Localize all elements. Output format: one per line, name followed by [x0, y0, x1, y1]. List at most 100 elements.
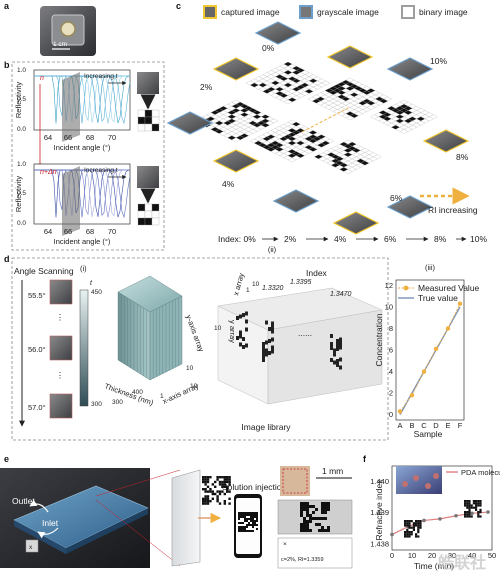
watermark: 皓联社: [438, 553, 486, 571]
qr-display-cell: [303, 520, 306, 523]
library-dots: ......: [298, 328, 312, 338]
qr-phone-cell: [238, 512, 240, 514]
ri-inset-cell: [475, 508, 478, 511]
ri-inset-cell: [479, 511, 482, 514]
ri-inset-cell: [410, 520, 413, 523]
injection-label: Solution injection: [222, 482, 287, 492]
qr-phone-cell: [252, 522, 254, 524]
readout-close[interactable]: ×: [283, 541, 287, 548]
ri-inset-cell: [408, 533, 411, 536]
mini-cell: [137, 217, 146, 226]
panel-e-right: 1 mm × c=2%, RI=1.3359: [277, 466, 353, 569]
angle-3: 57.0°: [28, 403, 46, 412]
conc-ytick: 4: [389, 367, 393, 376]
qr-cell: [204, 497, 207, 500]
library-cell: [239, 342, 242, 347]
ri-inset-cell: [408, 535, 411, 538]
qr-display-cell: [309, 505, 312, 508]
ri-inset-cell: [468, 508, 471, 511]
conc-xtick: D: [433, 421, 439, 430]
conc-ytick: 0: [389, 410, 393, 419]
library-cell: [333, 360, 336, 365]
ytick-bottom-2: 0.5: [17, 190, 26, 197]
qr-display-cell: [312, 511, 315, 514]
qr-phone-cell: [248, 518, 250, 520]
percent-6: 6%: [390, 193, 403, 203]
qr-cell: [211, 483, 214, 486]
qr-pattern: [202, 476, 231, 505]
qr-phone-cell: [244, 518, 246, 520]
library-cell: [339, 365, 342, 370]
phone: [234, 494, 262, 558]
ri-inset-cell: [410, 526, 413, 529]
qr-phone-cell: [242, 530, 244, 532]
qr-cell: [228, 483, 231, 486]
qr-display-cell: [306, 508, 309, 511]
qr-cell: [223, 478, 226, 481]
binary-tile: [249, 119, 335, 163]
qr-cell: [206, 476, 210, 479]
qr-cell: [218, 490, 222, 493]
xtick-top-68: 68: [86, 133, 94, 142]
qr-cell: [216, 476, 219, 479]
qr-cell: [226, 476, 229, 479]
qr-cell: [214, 492, 217, 496]
index-6: 6%: [384, 234, 397, 244]
legend-grayscale: grayscale image: [317, 7, 379, 17]
reflectivity-curves-bottom: [34, 169, 131, 219]
qr-phone-cell: [240, 516, 242, 518]
qr-phone-cell: [240, 514, 242, 516]
qr-cell: [228, 490, 231, 493]
qr-display-cell: [312, 517, 315, 520]
captured-image: [212, 149, 260, 173]
ri-point: [422, 518, 426, 523]
qr-display-cell: [303, 508, 306, 511]
qr-cell: [218, 492, 222, 496]
ri-inset-cell: [404, 524, 407, 527]
qr-phone-cell: [254, 520, 256, 522]
library-cell: [242, 313, 245, 317]
glass-slide: [171, 469, 201, 567]
qr-cell: [226, 478, 229, 481]
library-caption: Image library: [241, 422, 291, 432]
library-grid: [330, 334, 342, 370]
qr-phone-cell: [248, 524, 250, 526]
qr-cell: [204, 483, 207, 486]
ri-inset-cell: [477, 513, 480, 516]
panel-label-c: c: [176, 1, 181, 11]
library-cell: [242, 345, 245, 349]
qr-cell: [204, 478, 207, 481]
ri-inset-cell: [417, 520, 420, 523]
qr-phone-cell: [238, 514, 240, 516]
qr-phone-cell: [238, 518, 240, 520]
ri-inset-cell: [417, 526, 420, 529]
qr-display-cell: [300, 514, 303, 517]
grayscale-image: [386, 195, 434, 219]
library-x-axis: x array: [231, 272, 246, 297]
conc-xtick: F: [458, 421, 463, 430]
ri-inset-cell: [477, 515, 480, 518]
scale-label: 1 cm: [53, 41, 67, 48]
percent-2: 2%: [200, 82, 213, 92]
legend-pda: PDA molecules: [461, 468, 500, 477]
qr-cell: [202, 500, 205, 503]
qr-phone-cell: [248, 530, 250, 532]
conc-xtick: A: [397, 421, 402, 430]
qr-phone-cell: [246, 512, 248, 514]
qr-phone-cell: [240, 528, 242, 530]
ri-inset-cell: [466, 513, 469, 516]
xtick-bottom-70: 70: [108, 227, 116, 236]
ri-inset-cell: [406, 535, 409, 538]
library-cell: [333, 352, 336, 357]
library-cell: [262, 350, 265, 354]
ri-inset-qr-2: [464, 500, 482, 518]
qr-display-cell: [327, 505, 330, 508]
qr-display-cell: [306, 529, 309, 532]
qr-display-cell: [300, 523, 303, 526]
qr-phone-cell: [246, 518, 248, 520]
mini-cell: [144, 116, 153, 125]
ri-inset-cell: [417, 531, 420, 534]
qr-cell: [218, 502, 222, 505]
qr-phone-cell: [252, 512, 254, 514]
xtick-bottom-64: 64: [44, 227, 52, 236]
